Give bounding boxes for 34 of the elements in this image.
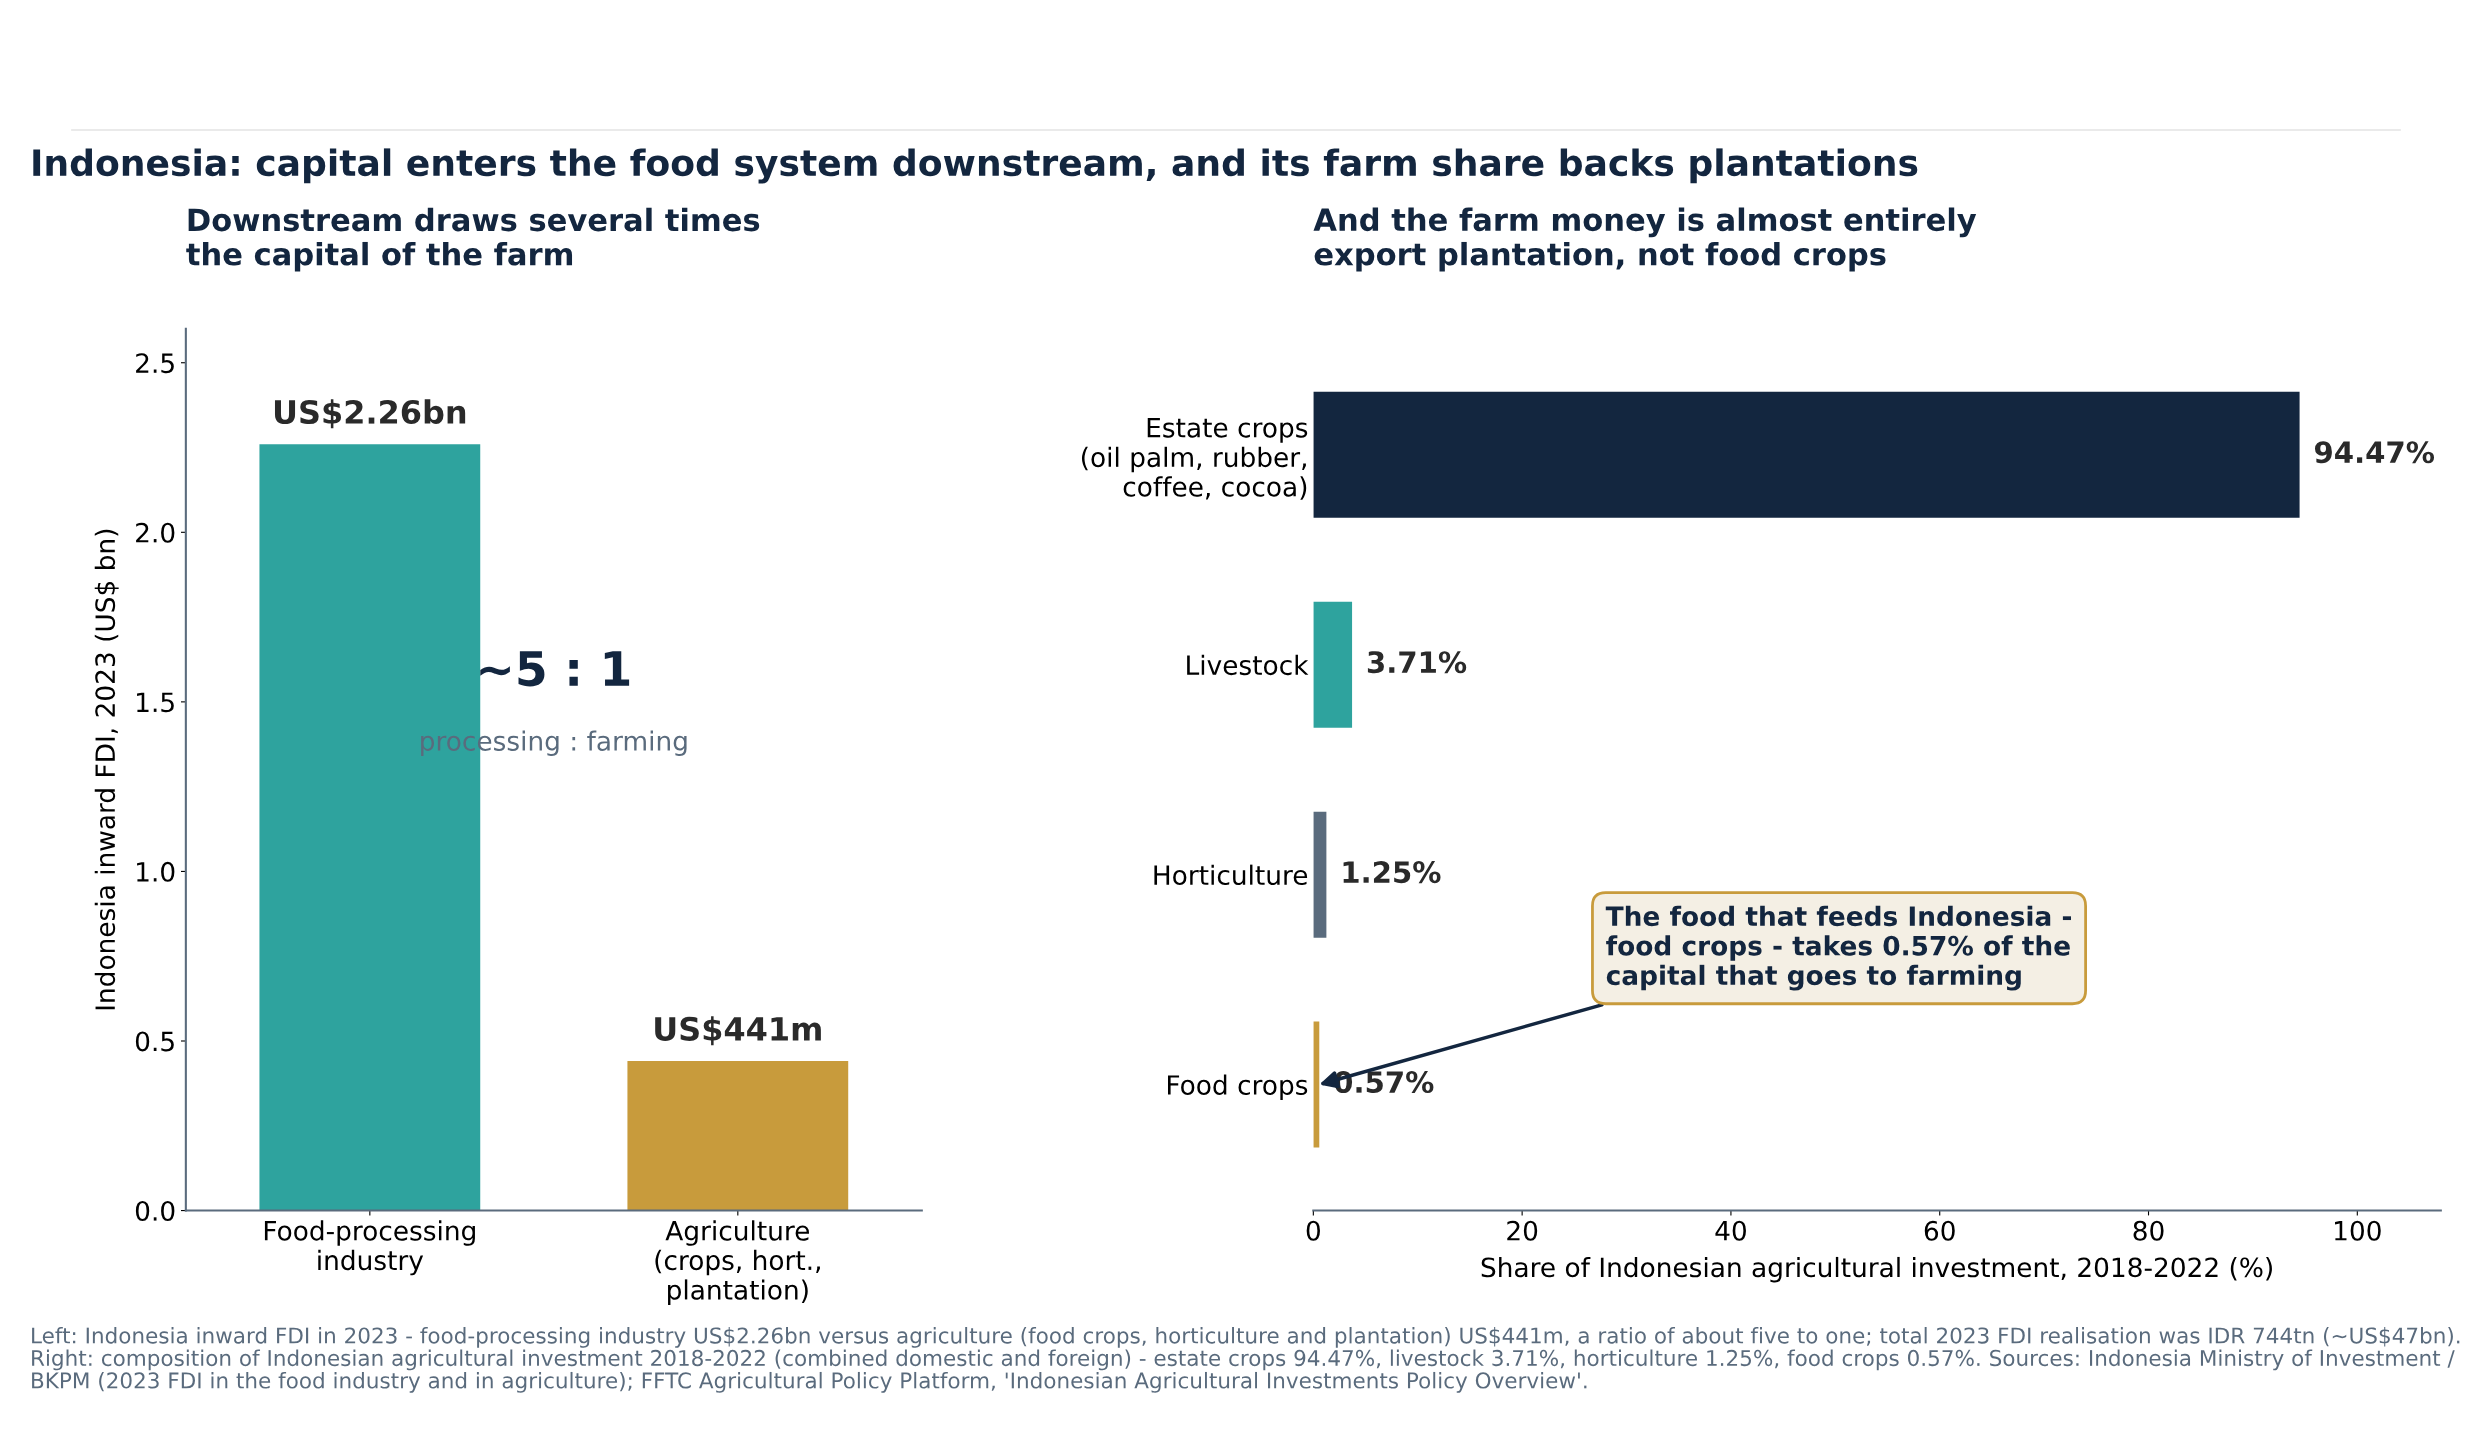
x-tick-label: 20: [1507, 1220, 1538, 1241]
y-tick-label: 1.5: [137, 692, 174, 713]
y-tick-label: Food crops: [1168, 1074, 1308, 1101]
y-tick-label: 1.0: [137, 861, 175, 882]
y-tick-label: 2.0: [136, 522, 175, 543]
x-axis-title: Share of Indonesian agricultural investment, 2018-2022 (%): [1481, 1256, 2272, 1283]
data-label: 94.47%: [2314, 441, 2435, 464]
y-axis-title: Indonesia inward FDI, 2023 (US$ bn): [94, 529, 119, 1010]
bar: [1313, 391, 2300, 518]
data-label: 3.71%: [1367, 651, 1467, 674]
bar: [1313, 601, 1353, 728]
y-tick-label: Livestock: [1187, 654, 1309, 676]
y-tick-label: Horticulture: [1154, 864, 1308, 886]
x-tick-label: 100: [2335, 1220, 2381, 1241]
chart-subtitle: Downstream draws several times the capital of the farm: [186, 207, 760, 272]
y-tick-label: 0.5: [135, 1031, 174, 1052]
text: Left: Indonesia inward FDI in 2023 - food-processing industry US$2.26bn versus agriculture (food crops, horticulture and plantation) US$441m, a ratio of about five to one; total 2023 FDI realisation was IDR 744tn (~US$47bn). Right: composition of Indonesian agricultural investment 2018-2022 (combined domestic and foreign) - estate crops 94.47%, livestock 3.71%, horticulture 1.25%, food crops 0.57%. Sources: Indonesia Ministry of Investment / BKPM (2023 FDI in the food industry and in agriculture); FFTC Agricultural Policy Platform, 'Indonesian Agricultural Investments Policy Overview'.: [32, 1327, 2460, 1393]
bar: [1313, 811, 1327, 938]
chart-subtitle: And the farm money is almost entirely export plantation, not food crops: [1313, 207, 1977, 272]
data-label: US$441m: [655, 1016, 821, 1046]
x-tick-label: 0: [1306, 1220, 1320, 1241]
y-tick-label: 0.0: [135, 1201, 175, 1221]
x-tick-label: Food-processing industry: [264, 1220, 475, 1276]
y-tick-label: 2.5: [136, 353, 174, 374]
x-tick-label: Agriculture (crops, hort., plantation): [655, 1220, 820, 1305]
data-label: US$2.26bn: [274, 399, 466, 429]
x-tick-label: 60: [1924, 1220, 1955, 1241]
annotation: The food that feeds Indonesia - food crops - takes 0.57% of the capital that goes to farming: [1605, 905, 2071, 991]
x-tick-label: 80: [2133, 1220, 2164, 1241]
annotation: ~5 : 1: [480, 651, 630, 687]
y-tick-label: Estate crops (oil palm, rubber, coffee, cocoa): [1081, 418, 1308, 500]
chart-title: Indonesia: capital enters the food system downstream, and its farm share backs plantations: [33, 148, 1918, 184]
x-tick-label: 40: [1715, 1220, 1746, 1241]
data-label: 1.25%: [1343, 861, 1441, 884]
